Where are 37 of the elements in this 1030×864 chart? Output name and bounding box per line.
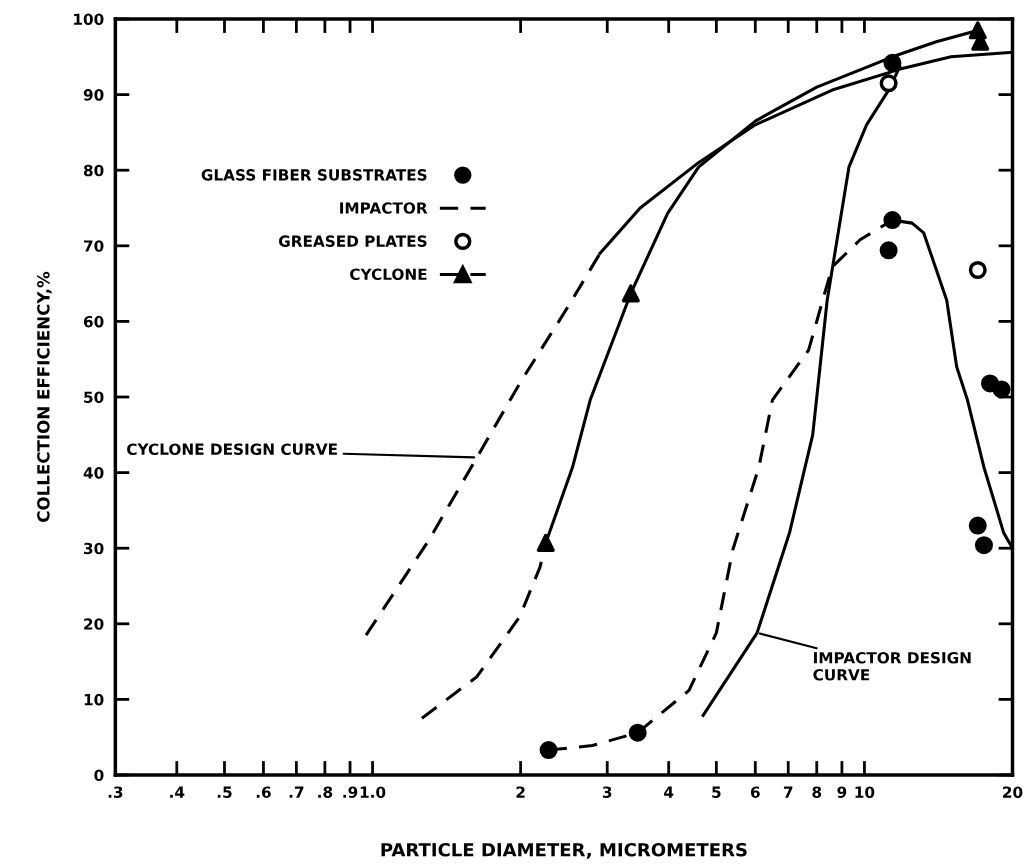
x-tick-label: 7 (783, 786, 793, 798)
legend-label: IMPACTOR (340, 202, 428, 214)
x-tick-label: 8 (812, 786, 822, 798)
y-tick-label: 40 (83, 467, 104, 479)
y-tick-label: 80 (83, 164, 104, 177)
annotation: IMPACTOR DESIGN CURVE (813, 651, 971, 681)
x-tick-label: 1.0 (360, 786, 386, 798)
y-tick-label: 0 (94, 769, 104, 782)
x-tick-label: 5 (712, 786, 721, 798)
y-tick-label: 30 (84, 542, 104, 555)
x-tick-label: 4 (664, 786, 674, 798)
x-tick-label: 10 (855, 786, 875, 798)
x-tick-label: .8 (318, 786, 333, 798)
y-tick-label: 60 (83, 315, 104, 328)
legend-label: CYCLONE (350, 268, 427, 281)
y-tick-label: 100 (74, 13, 104, 26)
y-tick-label: 50 (84, 391, 104, 404)
x-tick-label: .5 (217, 786, 232, 798)
x-axis-title: PARTICLE DIAMETER, MICROMETERS (381, 842, 747, 859)
x-tick-label: .4 (170, 786, 185, 798)
x-tick-label: 2 (516, 786, 525, 798)
legend-label: GREASED PLATES (278, 235, 427, 247)
x-tick-label: 3 (602, 786, 612, 798)
x-tick-label: .7 (289, 786, 304, 798)
x-tick-label: .3 (108, 786, 123, 798)
x-tick-label: 20 (1003, 786, 1023, 798)
annotation: CYCLONE DESIGN CURVE (127, 443, 337, 455)
x-tick-label: 9 (837, 786, 847, 798)
x-tick-label: .6 (256, 786, 271, 798)
y-tick-label: 70 (84, 240, 104, 252)
y-axis-title: COLLECTION EFFICIENCY,% (37, 271, 52, 522)
legend-label: GLASS FIBER SUBSTRATES (201, 169, 427, 181)
x-tick-label: .9 (343, 786, 358, 798)
y-tick-label: 10 (84, 693, 104, 706)
y-tick-label: 20 (84, 618, 104, 630)
y-tick-label: 90 (83, 89, 104, 101)
x-tick-label: 6 (750, 786, 760, 798)
